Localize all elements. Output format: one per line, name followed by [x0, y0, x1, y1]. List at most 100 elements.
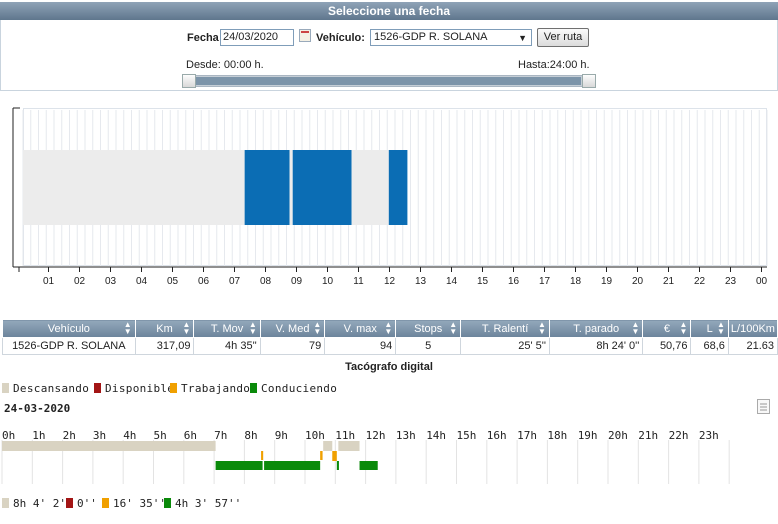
column-header[interactable]: L ▲ ▼: [690, 319, 729, 338]
tacho-bar-rest: [338, 441, 360, 451]
total-value: 8h 4' 2'': [13, 497, 73, 510]
x-tick-label: 14: [446, 276, 458, 287]
hour-label: 19h: [577, 429, 598, 442]
legend-label: Disponible: [105, 382, 175, 395]
total-value: 0'': [77, 497, 97, 510]
time-range-fill: [196, 77, 581, 85]
x-tick-label: 04: [136, 276, 148, 287]
column-header[interactable]: L/100Km: [727, 319, 778, 338]
vehicle-select[interactable]: 1526-GDP R. SOLANA ▼: [370, 29, 532, 46]
view-route-button[interactable]: Ver ruta: [537, 28, 589, 47]
column-header[interactable]: V. Med ▲ ▼: [259, 319, 326, 338]
table-cell: 79: [259, 337, 326, 355]
tachograph-date: 24-03-2020: [4, 402, 71, 415]
table-cell: 21.63: [727, 337, 778, 355]
slider-end-handle[interactable]: [582, 74, 596, 88]
chart-bars: [23, 150, 408, 225]
hour-label: 10h: [305, 429, 325, 442]
total-item: 8h 4' 2'': [2, 497, 73, 510]
legend-item: Trabajando: [170, 382, 250, 395]
table-cell: 1526-GDP R. SOLANA: [2, 337, 136, 355]
total-swatch: [66, 498, 73, 508]
sort-icon: ▲ ▼: [679, 320, 688, 336]
date-input[interactable]: 24/03/2020: [220, 29, 294, 46]
hour-label: 14h: [426, 429, 447, 442]
x-tick-label: 17: [539, 276, 551, 287]
hour-label: 6h: [183, 429, 198, 442]
x-tick-label: 23: [725, 276, 737, 287]
tacho-bar-work: [320, 451, 323, 460]
total-item: 16' 35'': [102, 497, 166, 510]
legend-swatch: [250, 383, 257, 393]
tacho-bar-work: [261, 451, 264, 460]
tacho-bar-drive: [359, 461, 378, 470]
vehicle-select-value: 1526-GDP R. SOLANA: [374, 31, 488, 43]
x-tick-label: 16: [508, 276, 520, 287]
from-time-label: Desde: 00:00 h.: [186, 59, 264, 71]
sort-icon: ▲ ▼: [182, 320, 191, 336]
x-tick-label: 07: [229, 276, 241, 287]
sort-icon: ▲ ▼: [631, 320, 640, 336]
x-tick-label: 09: [291, 276, 303, 287]
column-header[interactable]: Km ▲ ▼: [134, 319, 195, 338]
document-icon[interactable]: [757, 399, 770, 414]
x-tick-label: 00: [756, 276, 768, 287]
total-value: 4h 3' 57'': [175, 497, 242, 510]
column-header[interactable]: T. parado ▲ ▼: [548, 319, 644, 338]
calendar-icon[interactable]: [299, 29, 311, 42]
column-header[interactable]: Vehículo ▲ ▼: [2, 319, 136, 338]
table-cell: 4h 35'': [193, 337, 261, 355]
x-tick-label: 01: [43, 276, 55, 287]
column-header[interactable]: T. Ralentí ▲ ▼: [460, 319, 550, 338]
to-time-label: Hasta:24:00 h.: [518, 59, 590, 71]
tachograph-chart: [1, 440, 730, 484]
column-header[interactable]: € ▲ ▼: [642, 319, 692, 338]
summary-table: Vehículo ▲ ▼ Km ▲ ▼ T. Mov ▲ ▼ V. Med ▲ ▼ V. max ▲ ▼ St…: [2, 319, 778, 355]
date-label: Fecha: [187, 32, 219, 44]
x-tick-label: 18: [570, 276, 582, 287]
tacho-bar-drive: [336, 461, 339, 470]
hour-label: 17h: [517, 429, 537, 442]
x-tick-label: 06: [198, 276, 210, 287]
sort-icon: ▲ ▼: [538, 320, 546, 336]
column-header[interactable]: T. Mov ▲ ▼: [193, 319, 261, 338]
sort-icon: ▲ ▼: [384, 320, 393, 336]
table-cell: 94: [324, 337, 397, 355]
total-value: 16' 35'': [113, 497, 166, 510]
vehicle-label: Vehículo:: [316, 32, 365, 44]
hour-label: 7h: [214, 429, 228, 442]
slider-start-handle[interactable]: [182, 74, 196, 88]
x-tick-label: 08: [260, 276, 272, 287]
sort-icon: ▲ ▼: [248, 320, 257, 336]
total-item: 0'': [66, 497, 97, 510]
header-title: Seleccione una fecha: [0, 2, 778, 20]
activity-bar-idle: [23, 150, 245, 225]
column-header[interactable]: V. max ▲ ▼: [324, 319, 397, 338]
legend-swatch: [94, 383, 101, 393]
total-swatch: [102, 498, 109, 508]
hour-label: 9h: [274, 429, 288, 442]
x-tick-label: 19: [601, 276, 613, 287]
x-tick-label: 05: [167, 276, 179, 287]
tacho-bar-rest: [323, 441, 333, 451]
hour-label: 21h: [638, 429, 659, 442]
hour-label: 1h: [32, 429, 46, 442]
hour-label: 23h: [698, 429, 719, 442]
total-swatch: [2, 498, 9, 508]
table-cell: 50,76: [642, 337, 692, 355]
tacho-bar-drive: [215, 461, 263, 470]
table-cell: 317,09: [134, 337, 195, 355]
activity-bar-moving: [244, 150, 290, 225]
sort-icon: ▲ ▼: [716, 320, 725, 336]
table-header-row: Vehículo ▲ ▼ Km ▲ ▼ T. Mov ▲ ▼ V. Med ▲ ▼ V. max ▲ ▼ St…: [2, 319, 778, 338]
legend-item: Conduciendo: [250, 382, 337, 395]
hour-label: 13h: [395, 429, 416, 442]
total-swatch: [164, 498, 171, 508]
hour-label: 3h: [92, 429, 107, 442]
hour-label: 16h: [486, 429, 507, 442]
hour-label: 5h: [153, 429, 167, 442]
column-header[interactable]: Stops ▲ ▼: [395, 319, 462, 338]
x-tick-label: 21: [663, 276, 675, 287]
legend-label: Descansando: [13, 382, 90, 395]
activity-bar-moving: [388, 150, 408, 225]
